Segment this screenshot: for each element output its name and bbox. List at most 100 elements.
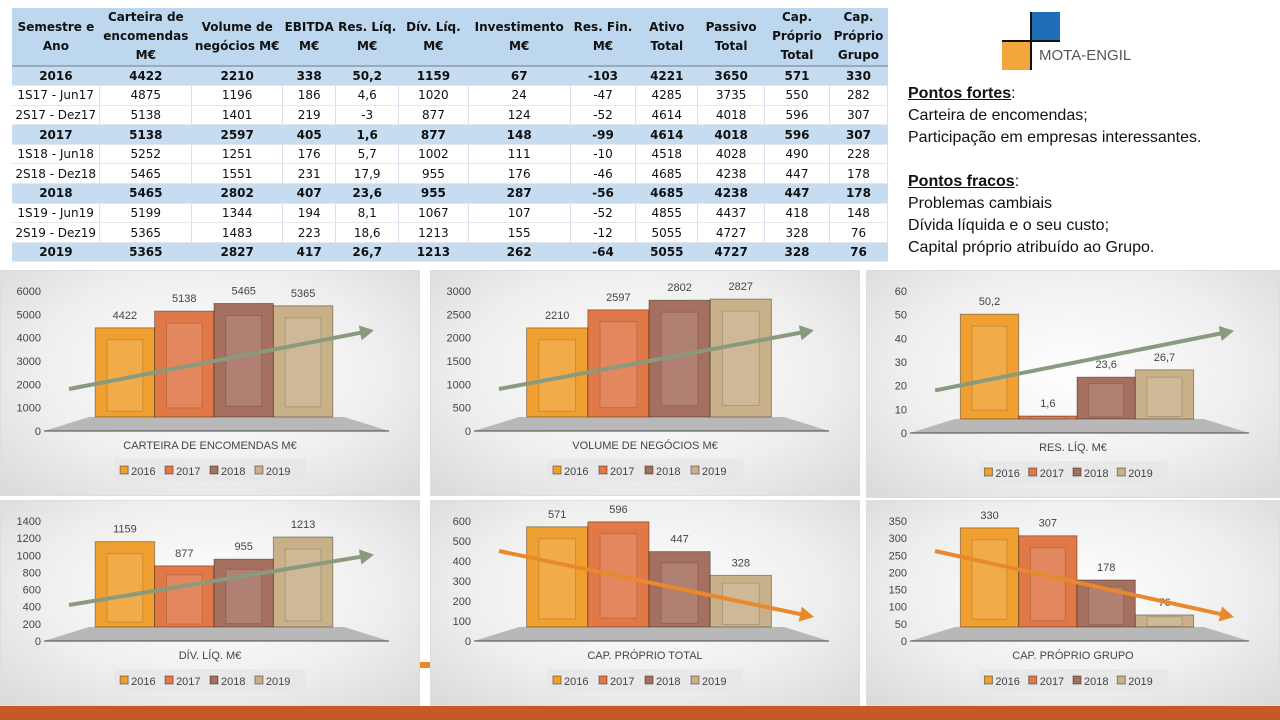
table-cell: 490	[764, 144, 830, 165]
y-tick-label: 30	[895, 357, 907, 369]
y-tick-label: 0	[35, 426, 41, 438]
table-cell: 5465	[99, 163, 193, 185]
chart-floor	[910, 419, 1249, 433]
table-cell: 5,7	[335, 144, 400, 165]
y-tick-label: 50	[895, 619, 907, 631]
table-cell: 23,6	[335, 183, 399, 204]
legend-swatch	[254, 465, 264, 475]
column-header: Ativo Total	[635, 8, 698, 67]
table-cell: 405	[282, 124, 336, 145]
bar-inner-face	[284, 317, 322, 408]
trend-arrow-line	[68, 554, 363, 607]
column-header: Cap. Próprio Grupo	[829, 8, 888, 67]
column-header: Cap. Próprio Total	[764, 8, 830, 67]
trend-arrow-line	[68, 330, 363, 391]
data-label: 1159	[113, 524, 137, 536]
y-tick-label: 300	[453, 576, 471, 588]
legend-swatch	[1072, 467, 1082, 477]
column-header: Volume de negócios M€	[191, 8, 283, 67]
table-cell: 2S17 - Dez17	[12, 105, 101, 126]
legend-swatch	[690, 465, 700, 475]
legend-label: 2018	[656, 676, 680, 688]
table-cell: 955	[398, 163, 469, 185]
legend-swatch	[552, 465, 562, 475]
data-label: 2802	[667, 282, 691, 294]
legend-label: 2017	[176, 676, 200, 688]
chart-svg: 0 200 400 600 800 1000 1200 1400 1159 877 955 1213 D…	[17, 516, 389, 691]
bar-2016	[959, 527, 1020, 628]
table-cell: 1S17 - Jun17	[12, 85, 101, 106]
data-label: 1213	[291, 519, 315, 531]
y-tick-label: 0	[465, 636, 471, 648]
data-label: 330	[980, 510, 998, 522]
trend-arrow-line	[934, 549, 1223, 617]
y-tick-label: 500	[453, 536, 471, 548]
legend-label: 2019	[702, 466, 726, 478]
table-row: 2016 4422 2210 338 50,2 1159 67 -103 4221 3650 571…	[12, 66, 888, 87]
chart-floor	[910, 627, 1249, 641]
bar-2019	[272, 305, 334, 418]
trend-arrow-line	[498, 549, 803, 617]
table-cell: -46	[570, 163, 637, 185]
chart-svg: 0 1000 2000 3000 4000 5000 6000 4422 5138 5465 536…	[17, 285, 389, 481]
y-tick-label: 2500	[447, 309, 471, 321]
bar-inner-face	[1146, 376, 1183, 418]
data-label: 4422	[113, 310, 137, 322]
table-cell: 328	[764, 222, 830, 243]
table-cell: 4028	[697, 144, 766, 165]
table-cell: 50,2	[335, 66, 399, 87]
y-tick-label: 1400	[17, 516, 41, 528]
table-cell: 76	[829, 222, 889, 243]
strength-item: Participação em empresas interessantes.	[908, 129, 1202, 146]
table-row: 1S18 - Jun18 5252 1251 176 5,7 1002 111 -10 4518…	[12, 144, 889, 165]
table-cell: 4018	[697, 124, 765, 145]
legend-label: 2016	[131, 676, 155, 688]
table-cell: 17,9	[335, 163, 400, 185]
legend-label: 2018	[1084, 676, 1108, 688]
table-cell: 4614	[635, 105, 699, 126]
bar-inner-face	[106, 553, 144, 623]
trend-arrow-head	[1218, 325, 1234, 342]
bar-inner-face	[971, 325, 1008, 411]
table-cell: 1S18 - Jun18	[12, 144, 101, 165]
legend-swatch	[209, 675, 219, 685]
table-cell: 2597	[191, 124, 283, 145]
bar-inner-face	[971, 539, 1008, 620]
table-cell: 67	[468, 66, 571, 87]
table-cell: -56	[570, 183, 636, 204]
table-cell: 4518	[635, 144, 699, 165]
y-tick-label: 6000	[17, 286, 41, 298]
bar-inner-face	[1146, 616, 1183, 627]
table-cell: 178	[829, 183, 888, 204]
y-tick-label: 100	[453, 616, 471, 628]
table-cell: 2S19 - Dez19	[12, 222, 101, 243]
chart-cap-proprio-grupo: 05010015020025030035033030717876CAP. PRÓ…	[866, 500, 1280, 706]
chart-title: CAP. PRÓPRIO GRUPO	[1012, 649, 1134, 662]
data-label: 23,6	[1095, 359, 1116, 371]
y-tick-label: 0	[35, 636, 41, 648]
column-header: Passivo Total	[697, 8, 765, 67]
y-tick-label: 400	[23, 602, 41, 614]
table-cell: 307	[829, 124, 888, 145]
table-cell: 1213	[398, 242, 469, 263]
table-cell: -52	[570, 203, 637, 224]
bar-2019	[1134, 614, 1195, 628]
legend-label: 2019	[1128, 676, 1152, 688]
table-cell: 447	[764, 163, 830, 185]
table-cell: 223	[282, 222, 337, 243]
chart-svg: 0 10 20 30 40 50 60 50,2 1,6 23,6 26,7 RES. LÍQ. M€…	[895, 286, 1249, 483]
y-tick-label: 600	[23, 585, 41, 597]
table-row: 2S18 - Dez18 5465 1551 231 17,9 955 176 -46 4685…	[12, 163, 889, 185]
chart-title: DÍV. LÍQ. M€	[179, 649, 242, 662]
strengths-title: Pontos fortes	[908, 85, 1012, 102]
table-cell: 4685	[635, 163, 699, 185]
y-tick-label: 350	[889, 516, 907, 528]
table-cell: -47	[570, 85, 637, 106]
table-cell: 4614	[635, 124, 698, 145]
legend-swatch	[1028, 467, 1038, 477]
legend-swatch	[644, 675, 654, 685]
legend-swatch	[119, 675, 129, 685]
table-cell: 282	[829, 85, 889, 106]
column-header: Dív. Líq. M€	[398, 8, 469, 67]
data-label: 2210	[545, 310, 569, 322]
